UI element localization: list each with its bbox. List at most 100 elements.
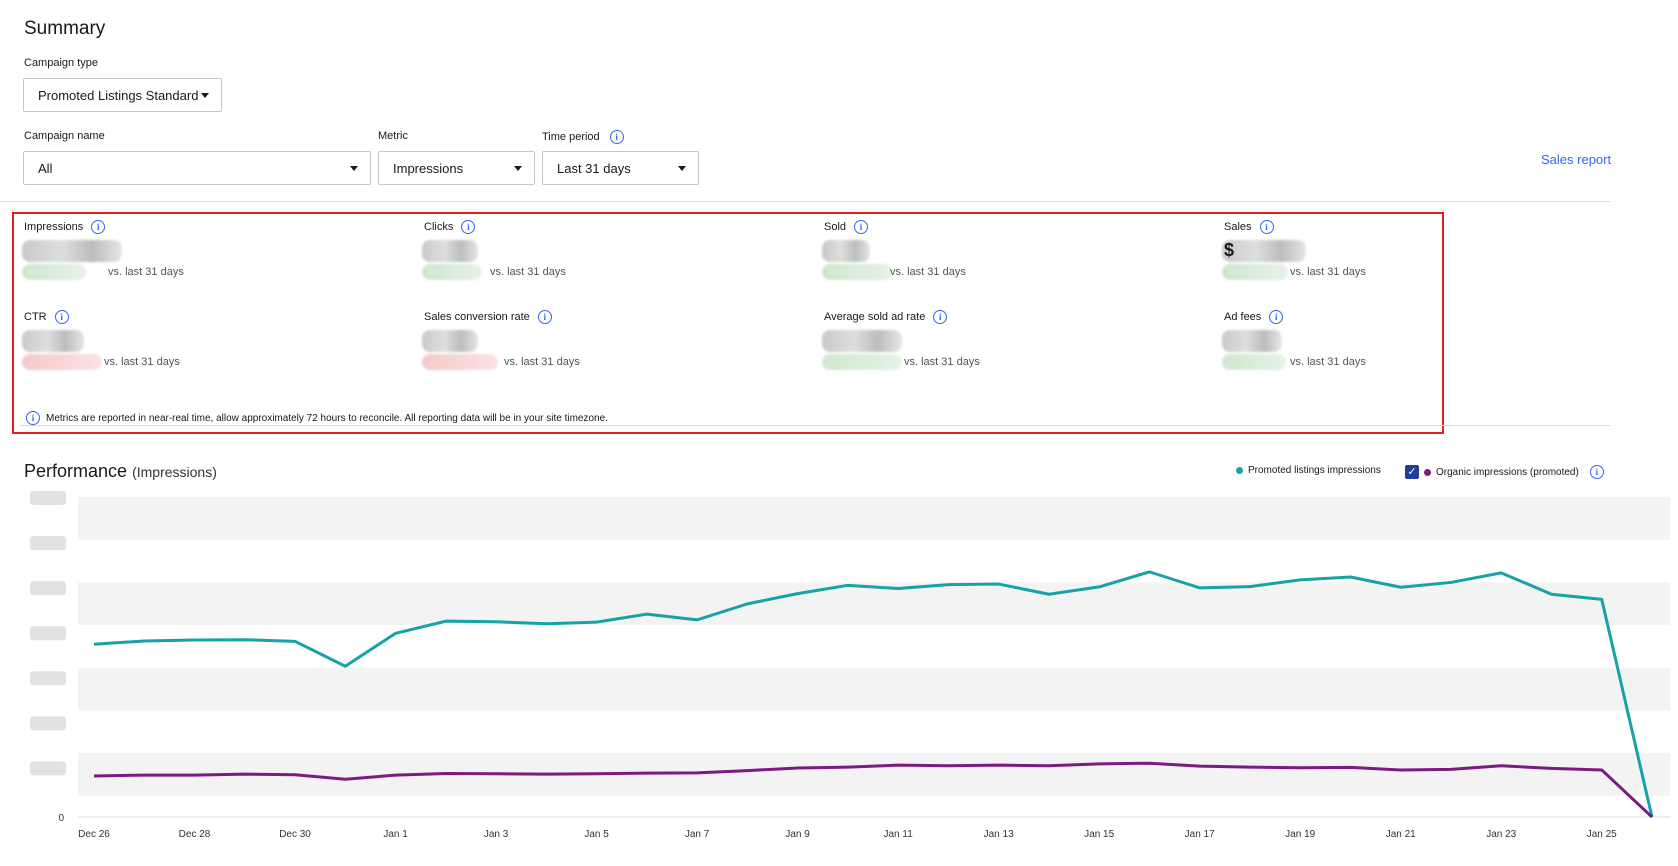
- metric-change-redacted: [1222, 354, 1286, 370]
- time-period-label: Time period: [542, 131, 600, 143]
- metric-value-redacted: [822, 330, 902, 352]
- metrics-highlight-box: [12, 212, 1444, 434]
- info-icon[interactable]: i: [91, 220, 106, 234]
- metric-select[interactable]: Impressions: [378, 151, 535, 185]
- info-icon[interactable]: i: [609, 130, 624, 144]
- metric-value: Impressions: [393, 160, 464, 176]
- info-icon[interactable]: i: [461, 220, 476, 234]
- y-tick-label: 0: [58, 813, 64, 824]
- metric-title: Impressions i: [24, 220, 106, 234]
- grid-band: [78, 667, 1670, 711]
- metric-value-redacted: [1222, 330, 1282, 352]
- x-tick-label: Dec 26: [78, 829, 110, 840]
- legend-promoted: Promoted listings impressions: [1236, 465, 1381, 476]
- metric-change-redacted: [22, 354, 102, 370]
- chevron-down-icon: [201, 93, 209, 98]
- divider: [20, 425, 1610, 426]
- metrics-note-text: Metrics are reported in near-real time, …: [46, 412, 608, 424]
- organic-dot-icon: [1424, 468, 1431, 476]
- metric-title: Clicks i: [424, 220, 476, 234]
- campaign-name-label: Campaign name: [24, 130, 105, 142]
- x-tick-label: Jan 17: [1185, 829, 1215, 840]
- chevron-down-icon: [350, 166, 358, 171]
- sales-report-link[interactable]: Sales report: [1541, 152, 1612, 167]
- x-tick-label: Jan 11: [883, 829, 913, 840]
- metric-comparison: vs. last 31 days: [890, 266, 966, 278]
- divider: [0, 201, 1610, 202]
- metrics-note: i Metrics are reported in near-real time…: [26, 411, 608, 425]
- campaign-type-label: Campaign type: [24, 57, 98, 69]
- campaign-name-select[interactable]: All: [23, 151, 371, 185]
- grid-band: [78, 497, 1670, 540]
- performance-subtitle: (Impressions): [132, 464, 217, 480]
- info-icon[interactable]: i: [1269, 310, 1284, 324]
- metric-title: Ad fees i: [1224, 310, 1284, 324]
- metric-label: Clicks: [424, 221, 454, 233]
- currency-prefix: $: [1224, 240, 1235, 260]
- x-tick-label: Jan 21: [1386, 829, 1416, 840]
- metric-comparison: vs. last 31 days: [1290, 266, 1366, 278]
- x-tick-label: Jan 5: [584, 829, 609, 840]
- x-tick-label: Jan 3: [484, 829, 509, 840]
- metric-label: Metric: [378, 130, 408, 142]
- x-tick-label: Dec 28: [179, 829, 211, 840]
- checkbox-checked-icon[interactable]: ✓: [1405, 465, 1419, 479]
- chevron-down-icon: [678, 166, 686, 171]
- metric-label: Sold: [824, 221, 847, 233]
- info-icon[interactable]: i: [1259, 220, 1274, 234]
- info-icon[interactable]: i: [537, 310, 552, 324]
- x-tick-label: Jan 13: [984, 829, 1014, 840]
- metric-comparison: vs. last 31 days: [1290, 356, 1366, 368]
- campaign-type-value: Promoted Listings Standard: [38, 87, 199, 103]
- metric-value-redacted: [22, 330, 84, 352]
- performance-chart: 0 Dec 26 Dec 28 Dec 30 Jan 1 Jan 3 Jan 5 Jan 7…: [30, 491, 1670, 840]
- time-period-label-row: Time period i: [542, 130, 624, 144]
- metric-value-redacted: [22, 240, 122, 262]
- grid-band: [78, 753, 1670, 796]
- metric-label: Sales conversion rate: [424, 311, 530, 323]
- x-tick-label: Dec 30: [279, 829, 311, 840]
- metric-card: Sales i $ vs. last 31 days: [1222, 220, 1366, 280]
- x-tick-label: Jan 23: [1486, 829, 1516, 840]
- time-period-select[interactable]: Last 31 days: [542, 151, 699, 185]
- metric-card: CTR i vs. last 31 days: [22, 310, 180, 370]
- metric-label: Sales: [1224, 221, 1252, 233]
- metric-title: CTR i: [24, 310, 69, 324]
- metric-change-redacted: [22, 264, 86, 280]
- y-tick-redacted: [30, 716, 66, 731]
- info-icon[interactable]: i: [854, 220, 869, 234]
- info-icon[interactable]: i: [54, 310, 69, 324]
- info-icon[interactable]: i: [1589, 465, 1604, 479]
- metric-change-redacted: [1222, 264, 1288, 280]
- y-tick-redacted: [30, 536, 66, 551]
- promoted-dot-icon: [1236, 467, 1243, 474]
- metric-label: Impressions: [24, 221, 84, 233]
- campaign-type-select[interactable]: Promoted Listings Standard: [23, 78, 222, 112]
- metric-label: CTR: [24, 311, 47, 323]
- metric-title: Sold i: [824, 220, 869, 234]
- x-tick-label: Jan 7: [685, 829, 710, 840]
- metric-comparison: vs. last 31 days: [108, 266, 184, 278]
- performance-title-text: Performance: [24, 461, 128, 481]
- metric-change-redacted: [422, 264, 482, 280]
- info-icon[interactable]: i: [933, 310, 948, 324]
- metric-comparison: vs. last 31 days: [490, 266, 566, 278]
- x-tick-label: Jan 25: [1587, 829, 1617, 840]
- y-tick-redacted: [30, 626, 66, 641]
- metric-label: Ad fees: [1224, 311, 1262, 323]
- legend-organic[interactable]: ✓ Organic impressions (promoted) i: [1405, 465, 1604, 479]
- grid-band: [78, 582, 1670, 625]
- metric-title: Average sold ad rate i: [824, 310, 948, 324]
- metric-value-redacted: [822, 240, 870, 262]
- x-tick-label: Jan 15: [1084, 829, 1114, 840]
- page-title: Summary: [24, 18, 106, 39]
- x-tick-label: Jan 9: [785, 829, 810, 840]
- campaign-name-value: All: [38, 160, 53, 176]
- metric-value-redacted: [1222, 240, 1306, 262]
- y-tick-redacted: [30, 671, 66, 686]
- metric-card: Impressions i vs. last 31 days: [22, 220, 184, 280]
- promoted-series-line: [93, 570, 1654, 818]
- metric-title: Sales i: [1224, 220, 1274, 234]
- metric-change-redacted: [822, 264, 892, 280]
- legend-organic-label: Organic impressions (promoted): [1436, 466, 1579, 478]
